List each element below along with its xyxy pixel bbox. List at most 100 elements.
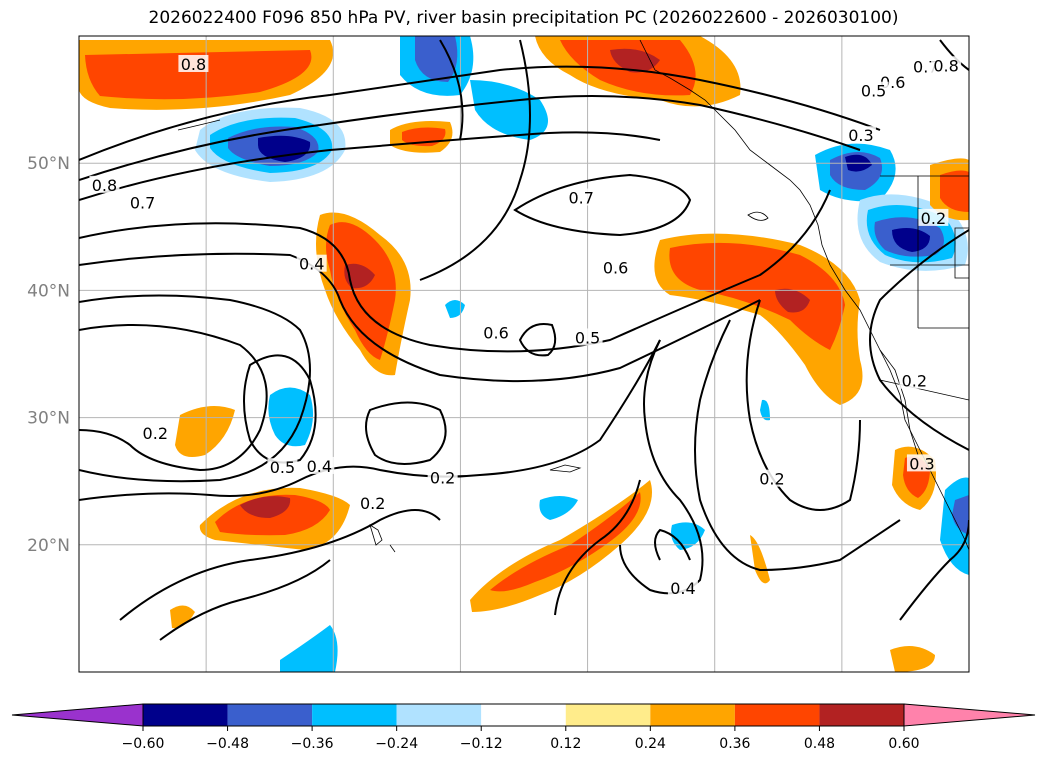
- pv-label-bg: [427, 468, 458, 486]
- map-frame: [78, 35, 970, 673]
- colorbar-tick-label: −0.36: [291, 736, 334, 752]
- colorbar-extend-max: [903, 703, 1036, 727]
- lat-tick-label: 50°N: [27, 154, 70, 174]
- pv-contour-label: 0.8: [933, 56, 958, 75]
- island: [549, 464, 582, 473]
- pv-contour: [513, 173, 692, 237]
- lat-tick-label: 40°N: [27, 281, 70, 301]
- pv-label-bg: [127, 193, 158, 211]
- precip-area: [280, 625, 338, 672]
- pv-label-bg: [858, 81, 889, 99]
- precip-area: [415, 36, 458, 82]
- precip-area: [175, 406, 235, 458]
- precip-area: [750, 535, 770, 584]
- colorbar-segment: [565, 704, 651, 726]
- colorbar-tick-label: −0.12: [460, 736, 503, 752]
- colorbar-segment: [650, 704, 735, 726]
- pv-label-bg: [906, 454, 937, 472]
- pv-label-bg: [899, 371, 930, 389]
- colorbar-tick-label: −0.60: [122, 736, 165, 752]
- pv-contour-label: 0.2: [759, 470, 784, 489]
- pv-contour-label: 0.4: [307, 457, 332, 476]
- pv-contour: [518, 323, 557, 357]
- colorbar-extend-min: [11, 703, 144, 727]
- pv-contour: [869, 229, 969, 451]
- pv-contour-label: 0.5: [270, 458, 295, 477]
- colorbar-frame: [142, 703, 905, 727]
- pv-label-bg: [931, 56, 962, 74]
- pv-contour-label: 0.8: [181, 55, 206, 74]
- colorbar-tick-label: 0.36: [719, 736, 750, 752]
- pv-contour-label: 0.6: [603, 259, 628, 278]
- aleutian-islands: [177, 119, 221, 131]
- pv-contour: [619, 339, 704, 595]
- pv-contour-label: 0.3: [909, 454, 934, 473]
- pv-contour: [79, 131, 661, 201]
- colorbar-tick-label: −0.48: [206, 736, 249, 752]
- pv-label-bg: [89, 175, 120, 193]
- colorbar-tick-label: 0.60: [888, 736, 919, 752]
- hawaii-island: [369, 524, 383, 546]
- lat-tick-label: 30°N: [27, 409, 70, 429]
- pv-label-bg: [572, 328, 603, 346]
- precip-area: [775, 288, 810, 313]
- map-panel: 0.80.80.70.60.70.80.50.30.70.60.40.6 0.50…: [27, 35, 970, 673]
- pv-label-bg: [481, 323, 512, 341]
- map-title: 2026022400 F096 850 hPa PV, river basin …: [148, 8, 899, 28]
- hawaii-island: [389, 544, 396, 553]
- precip-area: [85, 50, 312, 100]
- pv-contour-labels: 0.80.80.70.60.70.80.50.30.70.60.40.6 0.50…: [89, 54, 962, 598]
- precip-area: [760, 399, 770, 421]
- pv-label-bg: [667, 579, 698, 597]
- colorbar-segment: [227, 704, 313, 726]
- pv-contour-label: 0.2: [921, 209, 946, 228]
- graticule: [79, 36, 969, 672]
- precip-area: [268, 387, 314, 447]
- axis-labels: 170°W160°W150°W140°W130°W120°W50°N40°N30…: [27, 154, 70, 556]
- baja-california-coast: [879, 349, 919, 456]
- pv-contour: [365, 401, 447, 465]
- pv-contour-label: 0.5: [861, 82, 886, 101]
- precip-area: [892, 228, 930, 252]
- pv-contour-label: 0.6: [483, 323, 508, 342]
- pv-contour: [439, 39, 464, 141]
- colorbar-boxes: [11, 703, 1036, 727]
- precip-area: [952, 495, 969, 535]
- colorbar-segment: [734, 704, 820, 726]
- pv-contour-label: 0.2: [360, 494, 385, 513]
- pv-label-bg: [918, 208, 949, 226]
- state-borders: [880, 175, 969, 329]
- pv-contour: [899, 519, 969, 621]
- precip-area: [240, 496, 291, 518]
- pv-contour-label: 0.2: [430, 468, 455, 487]
- pv-contour: [159, 559, 331, 641]
- pv-contour-label: 0.8: [92, 176, 117, 195]
- pv-contour: [745, 299, 861, 511]
- precip-area: [539, 496, 578, 520]
- colorbar-segment: [481, 704, 566, 726]
- pv-contour: [79, 189, 831, 353]
- precip-area: [490, 492, 641, 592]
- pv-label-bg: [267, 458, 298, 476]
- pv-contour: [554, 479, 641, 616]
- pv-label-bg: [566, 188, 597, 206]
- colorbar-tick-label: 0.24: [635, 736, 666, 752]
- precip-area: [890, 646, 935, 672]
- pv-label-bg: [178, 54, 209, 72]
- pv-contour-label: 0.7: [568, 189, 593, 208]
- pv-label-bg: [296, 254, 327, 272]
- pv-contour-label: 0.2: [902, 372, 927, 391]
- pv-contour: [79, 339, 661, 501]
- precip-area: [344, 263, 375, 289]
- colorbar-tick-label: −0.24: [375, 736, 418, 752]
- pv-label-bg: [600, 258, 631, 276]
- pv-label-bg: [756, 469, 787, 487]
- colorbar-segment: [143, 704, 228, 726]
- pv-contour: [79, 252, 761, 383]
- pv-contour-label: 0.4: [299, 255, 324, 274]
- pv-contour: [243, 354, 317, 464]
- pv-label-bg: [140, 423, 171, 441]
- pv-contours: [79, 39, 969, 641]
- pv-contour: [654, 528, 691, 561]
